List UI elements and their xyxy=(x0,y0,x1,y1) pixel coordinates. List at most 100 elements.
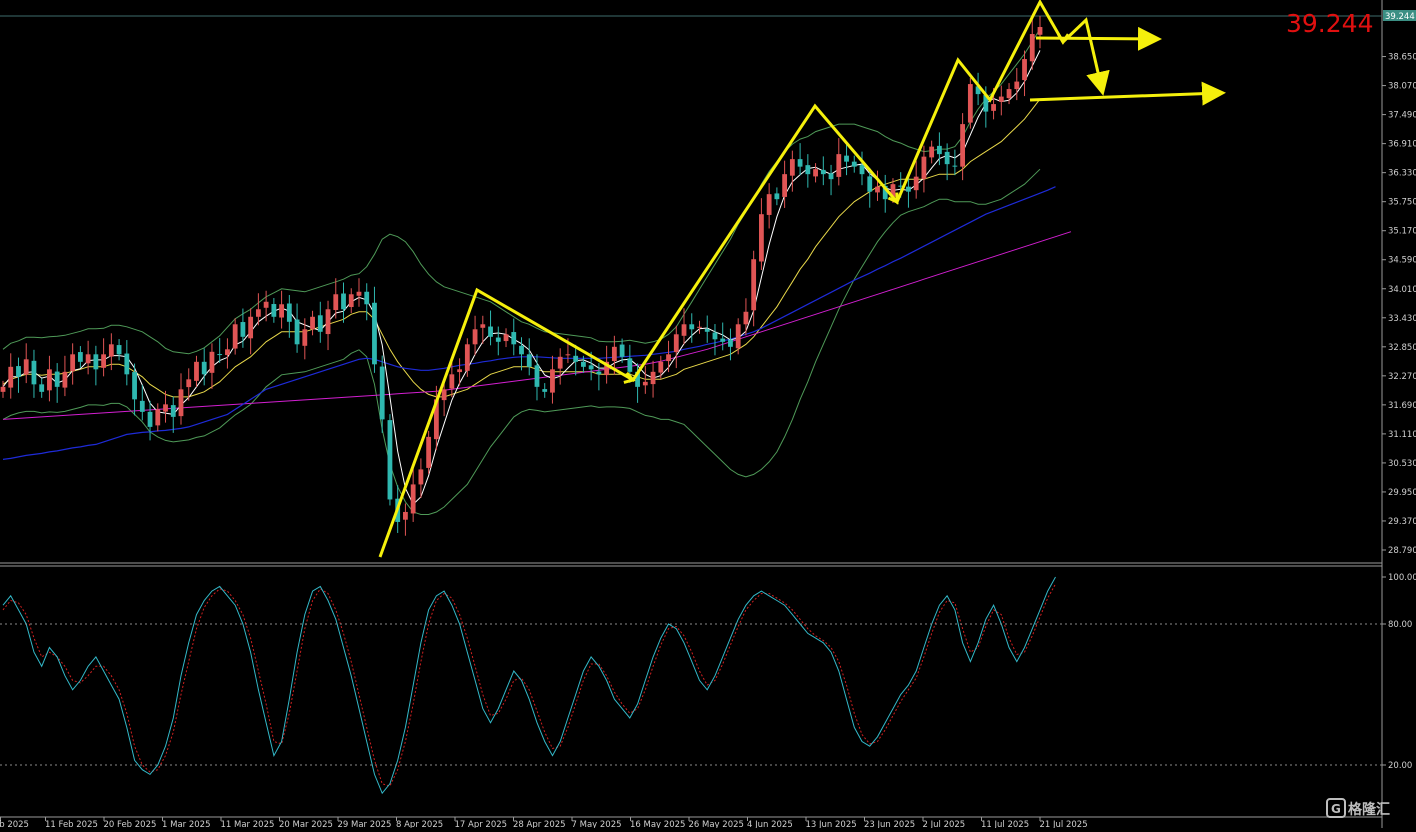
price-tick-label: 34.010 xyxy=(1388,285,1416,295)
candle-body xyxy=(650,371,656,385)
candle-body xyxy=(457,369,462,373)
date-tick-label: 17 Apr 2025 xyxy=(455,820,508,828)
wave-arrowhead-icon xyxy=(887,192,899,205)
candle-body xyxy=(31,360,37,385)
candle-body xyxy=(759,214,764,262)
price-tick-label: 32.850 xyxy=(1388,343,1416,353)
candle-body xyxy=(201,361,207,375)
osc-tick-label: 20.00 xyxy=(1388,761,1412,771)
candlesticks xyxy=(0,16,1043,536)
candle-body xyxy=(704,329,710,332)
candle-body xyxy=(882,185,888,200)
candle-body xyxy=(23,359,29,375)
candle-body xyxy=(550,369,555,393)
candle-body xyxy=(426,436,432,468)
date-tick-label: 29 Mar 2025 xyxy=(338,820,392,828)
candle-body xyxy=(766,194,772,215)
candle-body xyxy=(642,381,648,386)
date-tick-label: 23 Jun 2025 xyxy=(864,820,915,828)
candle-body xyxy=(960,124,966,167)
candle-body xyxy=(364,291,370,305)
wave-arrowhead-icon xyxy=(1056,33,1070,45)
stoch-signal-line xyxy=(2,583,1056,787)
oscillator-axis: 100.00 80.00 20.00 xyxy=(0,573,1416,771)
candle-body xyxy=(302,329,308,346)
candle-body xyxy=(70,354,76,372)
candle-body xyxy=(929,146,935,158)
bollinger-bands xyxy=(2,28,1041,515)
candle-body xyxy=(611,346,617,362)
candle-body xyxy=(441,389,447,401)
price-tick-label: 36.910 xyxy=(1388,140,1416,150)
candle-body xyxy=(859,165,865,175)
candle-body xyxy=(735,324,741,349)
candle-body xyxy=(697,326,702,328)
candle-body xyxy=(16,366,21,377)
date-tick-label: eb 2025 xyxy=(0,820,29,828)
watermark: G 格隆汇 xyxy=(1326,798,1390,818)
candle-body xyxy=(255,309,261,317)
date-tick-label: 13 Jun 2025 xyxy=(806,820,857,828)
candle-body xyxy=(658,361,664,373)
candle-body xyxy=(867,176,873,192)
candle-body xyxy=(93,354,99,370)
candle-body xyxy=(604,361,610,376)
candle-body xyxy=(379,366,385,420)
date-tick-label: 16 May 2025 xyxy=(630,820,685,828)
candle-body xyxy=(449,374,455,389)
stoch-main-line xyxy=(2,576,1056,795)
candle-body xyxy=(0,386,6,392)
candle-body xyxy=(906,186,911,192)
candle-body xyxy=(921,156,927,179)
candle-body xyxy=(348,294,354,308)
candle-body xyxy=(310,316,315,330)
date-tick-label: 2 Jul 2025 xyxy=(923,820,966,828)
candle-body xyxy=(472,329,478,345)
wave-arrowhead xyxy=(887,192,899,205)
candle-body xyxy=(828,173,834,180)
candle-body xyxy=(944,151,950,165)
wave-arrowhead xyxy=(1056,33,1070,45)
price-tick-label: 35.170 xyxy=(1388,227,1416,237)
candle-body xyxy=(155,409,161,426)
candle-body xyxy=(519,345,524,355)
date-tick-label: 28 Apr 2025 xyxy=(513,820,566,828)
wave-arrowhead-icon xyxy=(623,371,636,384)
candle-body xyxy=(967,84,973,123)
osc-tick-label: 100.00 xyxy=(1388,573,1416,583)
candle-body xyxy=(139,400,145,412)
date-tick-label: 11 Feb 2025 xyxy=(45,820,98,828)
candle-body xyxy=(170,405,176,417)
price-tick-label: 31.110 xyxy=(1388,430,1416,440)
lower-band xyxy=(2,168,1041,515)
candle-body xyxy=(890,184,896,197)
price-tick-label: 32.270 xyxy=(1388,372,1416,382)
candle-body xyxy=(689,324,695,330)
candle-body xyxy=(836,154,842,177)
candle-body xyxy=(526,354,532,367)
stochastic-oscillator xyxy=(2,576,1056,795)
price-tick-label: 31.690 xyxy=(1388,401,1416,411)
candle-body xyxy=(47,369,52,391)
candle-body xyxy=(279,304,284,318)
candle-body xyxy=(952,165,958,167)
candle-body xyxy=(387,420,393,500)
candle-body xyxy=(333,294,339,311)
candle-body xyxy=(8,366,14,388)
price-tag-box xyxy=(1383,10,1416,21)
wave-arrowhead xyxy=(623,371,636,384)
candle-body xyxy=(820,169,826,175)
candle-body xyxy=(232,324,238,349)
candle-body xyxy=(712,332,718,340)
date-axis: eb 2025 11 Feb 2025 20 Feb 2025 1 Mar 2025 1… xyxy=(0,817,1088,830)
candle-body xyxy=(666,354,671,362)
candle-body xyxy=(1037,27,1043,35)
candle-body xyxy=(263,301,269,308)
price-tick-label: 38.650 xyxy=(1388,53,1416,63)
candle-body xyxy=(271,304,277,317)
candle-body xyxy=(511,332,517,345)
candle-body xyxy=(557,356,563,369)
projection-arrow-lower xyxy=(1029,81,1226,106)
date-tick-label: 20 Feb 2025 xyxy=(104,820,157,828)
